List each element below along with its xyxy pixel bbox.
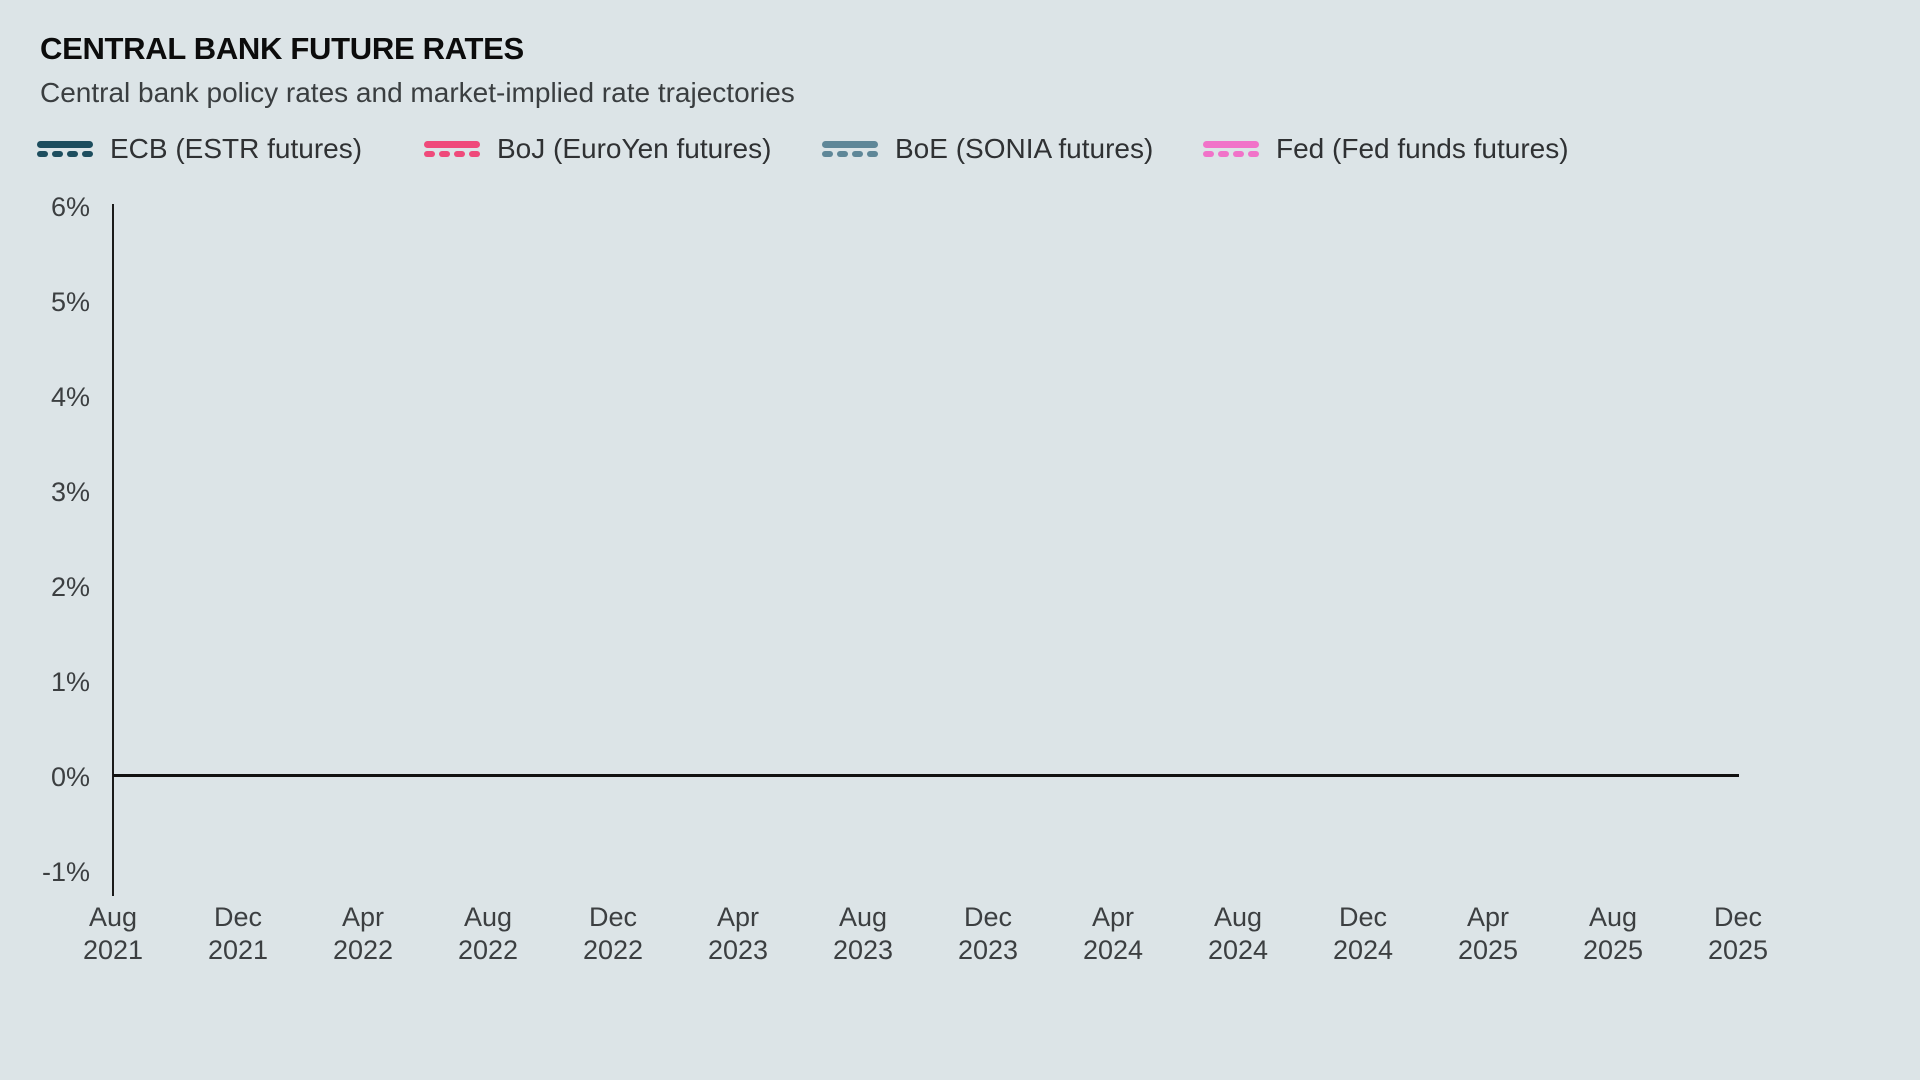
x-tick-year: 2023 <box>707 935 769 965</box>
x-tick-year: 2022 <box>582 935 644 965</box>
x-tick-month: Aug <box>838 902 888 932</box>
x-tick-year: 2022 <box>457 935 519 965</box>
y-tick-label: 1% <box>50 667 90 698</box>
y-tick-label: 4% <box>50 381 90 412</box>
x-tick-label: Apr 2024 <box>1048 901 1178 967</box>
y-tick-label: 0% <box>50 762 90 793</box>
chart-subtitle: Central bank policy rates and market-imp… <box>40 77 795 108</box>
y-tick-label: 6% <box>50 191 90 222</box>
x-tick-year: 2025 <box>1457 935 1519 965</box>
x-tick-label: Aug 2025 <box>1548 901 1678 967</box>
legend-item-ecb: ECB (ESTR futures) <box>37 131 362 167</box>
x-tick-label: Aug 2021 <box>48 901 178 967</box>
y-tick-label: 5% <box>50 286 90 317</box>
y-tick-label: -1% <box>41 857 90 888</box>
legend-item-boj: BoJ (EuroYen futures) <box>424 131 771 167</box>
legend-line-swatch-icon <box>424 141 480 157</box>
zero-baseline <box>113 774 1739 777</box>
x-tick-year: 2023 <box>957 935 1019 965</box>
x-tick-label: Aug 2022 <box>423 901 553 967</box>
x-tick-label: Apr 2022 <box>298 901 428 967</box>
x-tick-label: Dec 2023 <box>923 901 1053 967</box>
x-tick-year: 2024 <box>1207 935 1269 965</box>
x-tick-year: 2025 <box>1707 935 1769 965</box>
x-tick-year: 2025 <box>1582 935 1644 965</box>
legend-line-swatch-icon <box>822 141 878 157</box>
x-tick-year: 2024 <box>1082 935 1144 965</box>
legend-line-swatch-icon <box>37 141 93 157</box>
x-tick-label: Dec 2022 <box>548 901 678 967</box>
legend-item-label: BoE (SONIA futures) <box>895 133 1154 164</box>
x-tick-label: Dec 2021 <box>173 901 303 967</box>
x-tick-month: Aug <box>463 902 513 932</box>
legend-item-boe: BoE (SONIA futures) <box>822 131 1153 167</box>
x-tick-month: Dec <box>588 902 637 932</box>
y-axis-line <box>112 204 114 896</box>
x-tick-year: 2022 <box>332 935 394 965</box>
x-tick-month: Apr <box>1091 902 1135 932</box>
legend-item-label: BoJ (EuroYen futures) <box>497 133 772 164</box>
x-tick-month: Dec <box>1713 902 1762 932</box>
x-tick-label: Apr 2023 <box>673 901 803 967</box>
x-tick-year: 2024 <box>1332 935 1394 965</box>
x-tick-month: Aug <box>1213 902 1263 932</box>
legend-item-label: ECB (ESTR futures) <box>110 133 363 164</box>
x-tick-month: Apr <box>341 902 385 932</box>
x-tick-month: Aug <box>88 902 138 932</box>
x-tick-label: Aug 2023 <box>798 901 928 967</box>
x-tick-label: Apr 2025 <box>1423 901 1553 967</box>
x-tick-label: Aug 2024 <box>1173 901 1303 967</box>
x-tick-month: Dec <box>1338 902 1387 932</box>
y-tick-label: 2% <box>50 572 90 603</box>
y-tick-label: 3% <box>50 476 90 507</box>
legend-item-label: Fed (Fed funds futures) <box>1276 133 1569 164</box>
chart-title: CENTRAL BANK FUTURE RATES <box>40 31 524 66</box>
x-tick-label: Dec 2024 <box>1298 901 1428 967</box>
x-tick-month: Aug <box>1588 902 1638 932</box>
x-tick-label: Dec 2025 <box>1673 901 1803 967</box>
x-tick-year: 2021 <box>207 935 269 965</box>
x-tick-month: Dec <box>213 902 262 932</box>
x-tick-month: Apr <box>716 902 760 932</box>
legend-line-swatch-icon <box>1203 141 1259 157</box>
x-tick-month: Dec <box>963 902 1012 932</box>
legend-item-fed: Fed (Fed funds futures) <box>1203 131 1569 167</box>
legend: ECB (ESTR futures) BoJ (EuroYen futures) B… <box>0 131 1920 167</box>
x-tick-year: 2023 <box>832 935 894 965</box>
x-tick-year: 2021 <box>82 935 144 965</box>
x-tick-month: Apr <box>1466 902 1510 932</box>
